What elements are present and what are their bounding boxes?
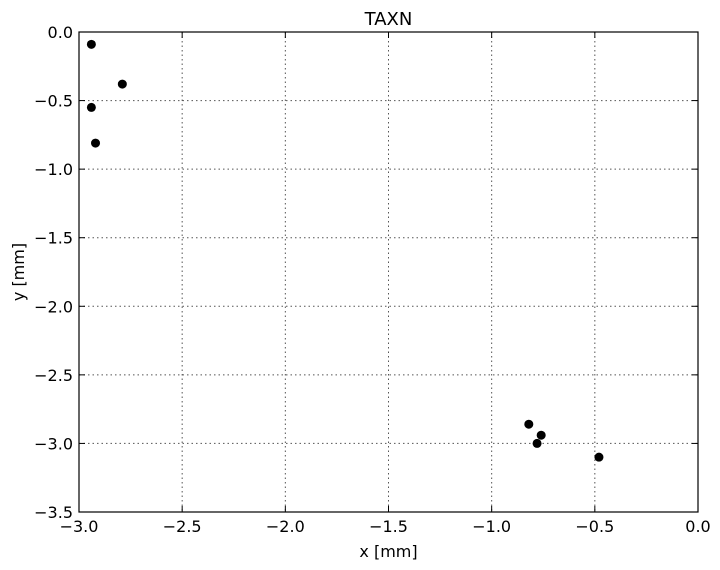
data-point [594,452,604,462]
x-tick-label: −0.5 [575,517,614,536]
x-tick-label: 0.0 [685,517,710,536]
x-axis-label: x [mm] [359,542,417,561]
y-axis-label: y [mm] [9,243,28,301]
x-tick-label: −3.0 [60,517,99,536]
y-axis-ticks: 0.0 −0.5 −1.0 −1.5 −2.0 −2.5 −3.0 −3.5 [34,23,698,522]
x-tick-label: −2.0 [266,517,305,536]
y-tick-label: −2.0 [34,297,73,316]
x-tick-label: −2.5 [163,517,202,536]
data-point [86,102,96,112]
x-tick-label: −1.5 [369,517,408,536]
y-tick-label: 0.0 [48,23,73,42]
y-tick-label: −0.5 [34,92,73,111]
data-point [86,39,96,49]
data-point [536,430,546,440]
x-axis-ticks: −3.0 −2.5 −2.0 −1.5 −1.0 −0.5 0.0 [60,32,711,536]
grid-lines [79,32,698,512]
data-point [91,138,101,148]
x-tick-label: −1.0 [472,517,511,536]
data-points [86,39,604,462]
data-point [524,419,534,429]
data-point [532,438,542,448]
y-tick-label: −2.5 [34,366,73,385]
chart-title: TAXN [364,9,413,30]
data-point [117,79,127,89]
y-tick-label: −3.5 [34,503,73,522]
y-tick-label: −1.5 [34,229,73,248]
y-tick-label: −3.0 [34,434,73,453]
y-tick-label: −1.0 [34,160,73,179]
